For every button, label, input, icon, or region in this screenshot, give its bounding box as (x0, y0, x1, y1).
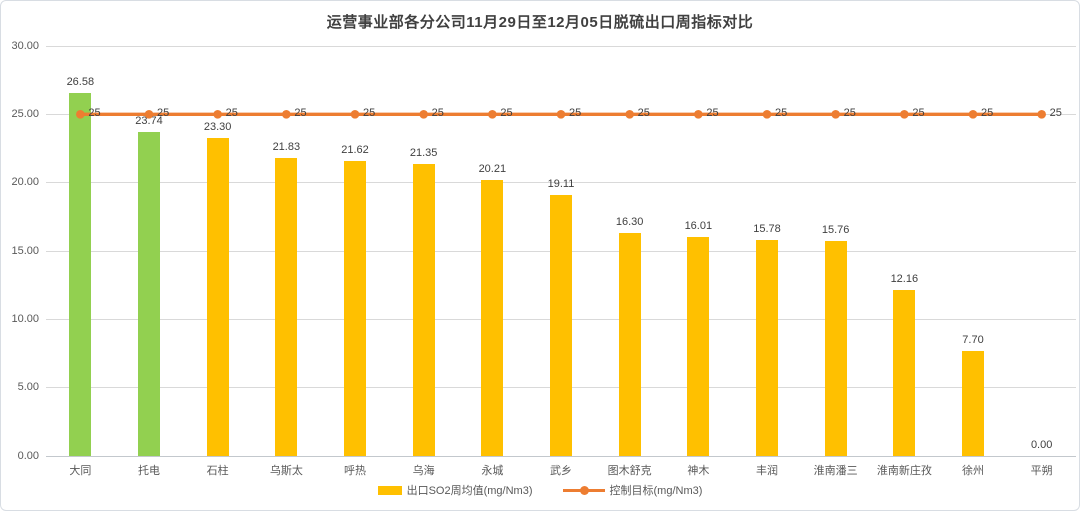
bar-1 (138, 131, 160, 456)
bar-value-label: 0.00 (1030, 439, 1053, 451)
x-axis-category-label: 神木 (687, 465, 710, 477)
gridline (46, 45, 1076, 47)
line-series-label: 控制目标(mg/Nm3) (609, 485, 703, 497)
bar-7 (550, 194, 572, 456)
x-axis-category-label: 乌海 (412, 465, 435, 477)
y-axis-tick-label: 25.00 (11, 107, 39, 120)
target-line-value-label: 25 (843, 107, 856, 120)
bar-10 (756, 240, 778, 456)
line-series-swatch (562, 485, 605, 495)
y-axis-tick-label: 15.00 (11, 244, 39, 257)
line-series-marker-dot (579, 485, 589, 495)
x-axis-category-label: 平朔 (1030, 465, 1053, 477)
bar-8 (618, 233, 641, 456)
bar-value-label: 26.58 (66, 75, 95, 88)
target-line-value-label: 25 (88, 107, 101, 120)
bar-value-label: 21.62 (341, 143, 369, 156)
y-axis-tick-label: 0.00 (17, 449, 39, 462)
bar-value-label: 16.30 (615, 216, 644, 229)
bar-value-label: 19.11 (547, 177, 575, 190)
bar-0 (69, 92, 92, 456)
bar-value-label: 12.16 (890, 272, 919, 285)
bar-12 (893, 289, 916, 456)
bar-value-label: 7.70 (962, 333, 984, 346)
target-line-value-label: 25 (637, 107, 650, 120)
bar-11 (824, 240, 847, 456)
bar-5 (412, 164, 435, 456)
target-line-value-label: 25 (912, 107, 925, 120)
target-line-value-label: 25 (431, 107, 444, 120)
legend-item-line-series: 控制目标(mg/Nm3) (562, 482, 703, 498)
x-axis-category-label: 淮南新庄孜 (876, 465, 932, 477)
x-axis-category-label: 丰润 (755, 465, 778, 477)
bar-2 (206, 137, 229, 456)
bar-3 (275, 157, 298, 456)
bar-9 (687, 237, 710, 456)
target-line-value-label: 25 (363, 107, 376, 120)
x-axis-category-label: 呼热 (343, 465, 366, 477)
bar-4 (344, 160, 366, 456)
target-line-value-label: 25 (1049, 107, 1062, 120)
legend-item-bar-series: 出口SO2周均值(mg/Nm3) (377, 482, 533, 498)
x-axis-category-label: 永城 (481, 465, 504, 477)
y-axis-tick-label: 5.00 (17, 381, 39, 394)
gridline (46, 182, 1076, 184)
bar-13 (962, 350, 984, 456)
target-line-value-label: 25 (294, 107, 307, 120)
bar-value-label: 21.83 (272, 140, 301, 153)
x-axis-category-label: 石柱 (206, 465, 229, 477)
y-axis-tick-label: 30.00 (11, 39, 39, 52)
x-axis-category-label: 图木舒克 (607, 465, 652, 477)
y-axis-tick-label: 10.00 (11, 312, 39, 325)
bar-value-label: 15.76 (821, 223, 850, 236)
target-line-value-label: 25 (775, 107, 788, 120)
x-axis-category-label: 大同 (69, 465, 92, 477)
x-axis-category-label: 淮南潘三 (813, 465, 858, 477)
bar-value-label: 16.01 (684, 220, 713, 233)
bar-value-label: 23.30 (203, 120, 232, 133)
chart-title: 运营事业部各分公司11月29日至12月05日脱硫出口周指标对比 (326, 14, 754, 31)
bar-6 (481, 179, 504, 456)
target-line-value-label: 25 (157, 107, 170, 120)
x-axis-category-label: 托电 (137, 465, 160, 477)
target-line-value-label: 25 (569, 107, 582, 120)
bar-value-label: 15.78 (753, 223, 781, 236)
bar-value-label: 20.21 (478, 162, 507, 175)
bar-series-label: 出口SO2周均值(mg/Nm3) (406, 485, 533, 497)
target-line-value-label: 25 (706, 107, 719, 120)
bar-series-swatch (377, 485, 402, 495)
x-axis-line (46, 455, 1076, 457)
x-axis-category-label: 徐州 (961, 465, 984, 477)
bar-value-label: 21.35 (409, 147, 438, 160)
x-axis-category-label: 武乡 (549, 465, 572, 477)
y-axis-tick-label: 20.00 (11, 176, 39, 189)
target-line-value-label: 25 (225, 107, 238, 120)
legend: 出口SO2周均值(mg/Nm3) 控制目标(mg/Nm3) (1, 482, 1079, 498)
x-axis-category-label: 乌斯太 (269, 465, 303, 477)
target-line-value-label: 25 (981, 107, 994, 120)
target-line-value-label: 25 (500, 107, 513, 120)
bar-value-label: 23.74 (135, 114, 163, 127)
